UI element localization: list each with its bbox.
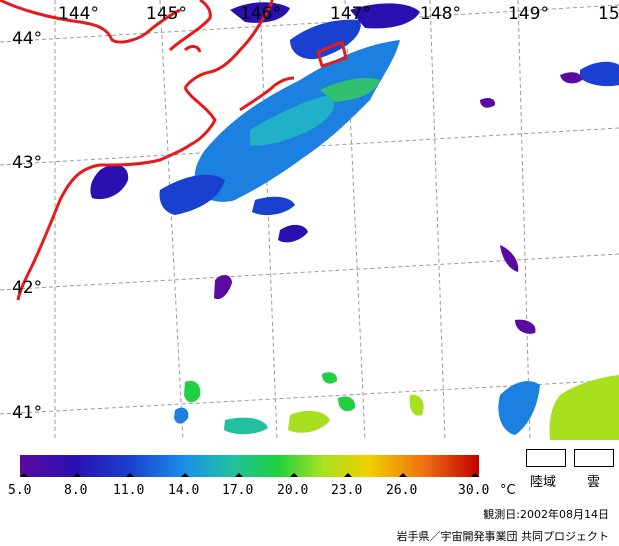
colorbar-tick-label: 11.0	[113, 483, 144, 498]
project-credit: 岩手県／宇宙開発事業団 共同プロジェクト	[396, 530, 610, 543]
colorbar: 5.0 8.0 11.0 14.0 17.0 20.0 23.0 26.0 30…	[8, 455, 516, 498]
lat-label-42: 42°	[12, 278, 42, 298]
lon-label-144: 144°	[58, 4, 99, 24]
colorbar-unit: °C	[500, 483, 516, 498]
sea-temperature-patches	[90, 2, 619, 440]
lon-label-148: 148°	[420, 4, 461, 24]
lat-label-43: 43°	[12, 153, 42, 173]
land-legend-box	[526, 449, 566, 467]
cloud-legend-label: 雲	[587, 475, 601, 490]
lat-label-41: 41°	[12, 403, 42, 423]
colorbar-tick-label: 14.0	[168, 483, 199, 498]
observation-date: 観測日:2002年08月14日	[483, 508, 609, 521]
legend-area: 5.0 8.0 11.0 14.0 17.0 20.0 23.0 26.0 30…	[0, 440, 619, 546]
land-legend-label: 陸域	[530, 475, 557, 490]
lon-label-145: 145°	[146, 4, 187, 24]
colorbar-tick-label: 26.0	[386, 483, 417, 498]
colorbar-tick-label: 20.0	[277, 483, 308, 498]
colorbar-tick-label: 8.0	[64, 483, 87, 498]
colorbar-gradient	[20, 455, 479, 477]
lon-label-150: 15	[598, 4, 619, 24]
longitude-labels: 144° 145° 146° 147° 148° 149° 15	[58, 4, 619, 24]
cloud-legend-box	[574, 449, 614, 467]
lon-label-146: 146°	[240, 4, 281, 24]
graticule	[0, 0, 619, 440]
colorbar-tick-label: 17.0	[222, 483, 253, 498]
latitude-labels: 44° 43° 42° 41°	[12, 29, 42, 423]
colorbar-ticks	[20, 473, 479, 477]
lon-label-149: 149°	[508, 4, 549, 24]
colorbar-tick-label: 5.0	[8, 483, 31, 498]
sea-surface-temperature-map: 144° 145° 146° 147° 148° 149° 15 44° 43°…	[0, 0, 619, 440]
colorbar-tick-label: 23.0	[331, 483, 362, 498]
lon-label-147: 147°	[330, 4, 371, 24]
coastline	[0, 0, 348, 301]
colorbar-tick-label: 30.0	[458, 483, 489, 498]
lat-label-44: 44°	[12, 29, 42, 49]
